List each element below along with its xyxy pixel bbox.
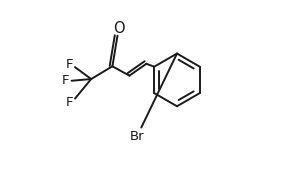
Text: F: F xyxy=(61,74,69,87)
Text: Br: Br xyxy=(130,130,144,143)
Text: O: O xyxy=(113,21,125,36)
Text: F: F xyxy=(66,58,73,71)
Text: F: F xyxy=(66,96,73,108)
